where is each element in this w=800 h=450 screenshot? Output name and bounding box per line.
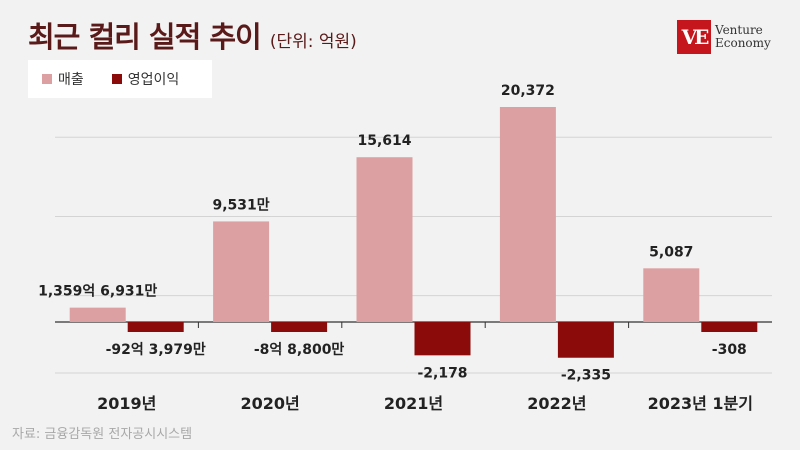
ve-logo-icon: VE xyxy=(677,20,711,54)
operating-profit-bar xyxy=(271,322,328,332)
revenue-data-label: 9,531만 xyxy=(213,197,270,213)
operating-profit-bar xyxy=(557,322,614,358)
operating-profit-bar xyxy=(414,322,471,356)
operating-profit-data-label: -2,335 xyxy=(561,368,611,384)
x-tick-label: 2019년 xyxy=(97,394,156,413)
operating-profit-data-label: -2,178 xyxy=(417,365,467,381)
revenue-bar xyxy=(356,157,413,322)
operating-profit-data-label: -92억 3,979만 xyxy=(106,342,206,358)
chart-title: 최근 컬리 실적 추이 xyxy=(28,20,262,54)
chart-legend: 매출 영업이익 xyxy=(28,60,212,98)
operating-profit-data-label: -308 xyxy=(712,342,747,358)
revenue-data-label: 20,372 xyxy=(501,83,555,99)
operating-profit-bar xyxy=(701,322,758,332)
legend-label-operating-profit: 영업이익 xyxy=(127,72,180,88)
venture-economy-logo: VE Venture Economy xyxy=(677,20,771,54)
x-tick-label: 2022년 xyxy=(527,394,586,413)
revenue-data-label: 5,087 xyxy=(649,244,693,260)
x-tick-label: 2021년 xyxy=(384,394,443,413)
revenue-data-label: 15,614 xyxy=(357,133,411,149)
x-tick-label: 2023년 1분기 xyxy=(648,394,753,413)
revenue-bar xyxy=(499,107,556,322)
logo-line-2: Economy xyxy=(715,36,771,50)
revenue-bar xyxy=(643,268,700,322)
operating-profit-bar xyxy=(127,322,184,332)
operating-profit-data-label: -8억 8,800만 xyxy=(254,342,345,358)
legend-swatch-operating-profit xyxy=(111,74,122,84)
chart-title-block: 최근 컬리 실적 추이 (단위: 억원) xyxy=(28,14,357,56)
x-tick-label: 2020년 xyxy=(240,394,299,413)
revenue-bar xyxy=(213,221,270,322)
legend-label-revenue: 매출 xyxy=(58,72,84,88)
legend-item-revenue: 매출 xyxy=(42,69,84,89)
data-source: 자료: 금융감독원 전자공시시스템 xyxy=(12,427,193,442)
chart-unit: (단위: 억원) xyxy=(269,32,357,52)
logo-wordmark: Venture Economy xyxy=(715,24,771,50)
logo-line-1: Venture xyxy=(715,23,763,37)
legend-swatch-revenue xyxy=(42,74,52,84)
legend-item-operating-profit: 영업이익 xyxy=(111,69,180,89)
revenue-data-label: 1,359억 6,931만 xyxy=(38,284,157,300)
revenue-bar xyxy=(69,307,126,322)
